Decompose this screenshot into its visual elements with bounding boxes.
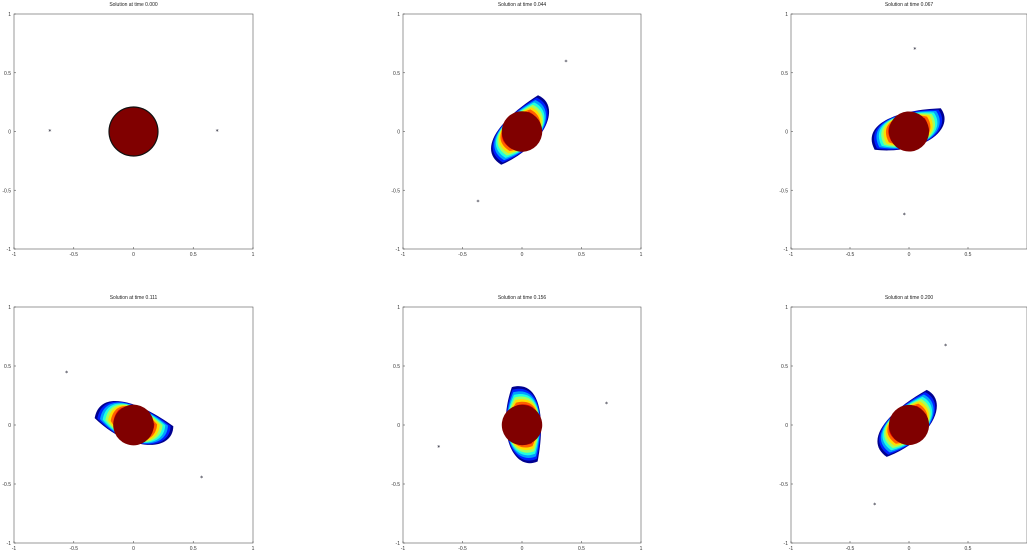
x-tick-label: -1 <box>12 546 17 552</box>
field-core <box>501 404 543 446</box>
y-tick-label: -0.5 <box>779 188 788 194</box>
x-tick-label: -0.5 <box>846 252 855 258</box>
y-tick-label: -0.5 <box>2 482 11 488</box>
subplot-1: Solution at time 0.000 * * -1 -0.5 0 0.5 1 1 0.5 0… <box>2 2 254 258</box>
y-tick-label: 0 <box>8 423 11 429</box>
y-tick-label: 0 <box>785 130 788 136</box>
x-tick-label: 1 <box>640 546 643 552</box>
x-tick-label: 1 <box>252 252 255 258</box>
vortex-marker: * <box>216 129 219 136</box>
subplot-title: Solution at time 0.000 <box>109 2 158 8</box>
subplot-title: Solution at time 0.200 <box>885 295 934 301</box>
solution-field <box>108 106 159 157</box>
x-tick-label: 1 <box>640 252 643 258</box>
subplot-5: Solution at time 0.156 * * -1 -0.5 0 0.5 1 1 0.5 0… <box>391 295 642 552</box>
subplot-4: Solution at time 0.111 * * -1 -0.5 0 0.5 1 1 0.5 0… <box>2 295 254 552</box>
subplot-3: Solution at time 0.067 * * -1 -0.5 0 0.5 1 0.5 0 -… <box>779 2 1027 258</box>
vortex-marker: * <box>913 46 916 53</box>
subplot-2: Solution at time 0.044 * * -1 -0.5 0 0.5 1 1 0.5 0… <box>391 2 642 258</box>
y-tick-label: -1 <box>784 541 789 547</box>
solution-field <box>877 389 937 457</box>
y-tick-label: 1 <box>8 305 11 311</box>
y-tick-label: -0.5 <box>391 188 400 194</box>
x-tick-label: 0.5 <box>578 252 585 258</box>
subplot-title: Solution at time 0.111 <box>110 295 158 301</box>
subplot-title: Solution at time 0.044 <box>498 2 547 8</box>
x-tick-label: 0 <box>521 252 524 258</box>
y-tick-label: -1 <box>7 247 12 253</box>
vortex-marker: * <box>944 343 947 350</box>
x-tick-label: 0.5 <box>190 252 197 258</box>
x-tick-label: -0.5 <box>458 252 467 258</box>
x-tick-label: -1 <box>12 252 17 258</box>
x-tick-label: 0 <box>132 546 135 552</box>
y-tick-label: 0.5 <box>393 364 400 370</box>
y-tick-label: -1 <box>396 247 401 253</box>
subplot-title: Solution at time 0.067 <box>885 2 934 8</box>
y-tick-label: -1 <box>784 247 789 253</box>
x-tick-label: -1 <box>401 252 406 258</box>
y-tick-label: 0 <box>785 423 788 429</box>
y-tick-label: -1 <box>396 541 401 547</box>
y-tick-label: 1 <box>8 12 11 18</box>
solution-field <box>871 108 945 152</box>
vortex-marker: * <box>65 370 68 377</box>
y-tick-label: 1 <box>785 305 788 311</box>
vortex-marker: * <box>437 444 440 451</box>
y-tick-label: 0.5 <box>4 71 11 77</box>
x-tick-label: 1 <box>252 546 255 552</box>
field-core <box>888 404 930 446</box>
y-tick-label: -0.5 <box>2 188 11 194</box>
x-tick-label: 0.5 <box>190 546 197 552</box>
y-tick-label: 1 <box>397 305 400 311</box>
vortex-marker: * <box>476 199 479 206</box>
y-tick-label: 1 <box>397 12 400 18</box>
y-tick-label: 0 <box>397 130 400 136</box>
y-tick-label: 0.5 <box>781 71 788 77</box>
y-tick-label: 0.5 <box>4 364 11 370</box>
solution-field <box>491 95 549 165</box>
y-tick-label: 0 <box>8 130 11 136</box>
solution-field <box>501 386 543 464</box>
x-tick-label: -0.5 <box>458 546 467 552</box>
x-tick-label: -0.5 <box>69 546 78 552</box>
field-core <box>501 111 543 152</box>
vortex-marker: * <box>565 59 568 66</box>
x-tick-label: -1 <box>789 252 794 258</box>
x-tick-label: 0.5 <box>578 546 585 552</box>
y-tick-label: 1 <box>785 12 788 18</box>
y-tick-label: -1 <box>7 541 12 547</box>
x-tick-label: -1 <box>789 546 794 552</box>
field-core <box>888 111 930 152</box>
vortex-marker: * <box>605 401 608 408</box>
y-tick-label: -0.5 <box>391 482 400 488</box>
solution-field <box>94 401 174 446</box>
y-tick-label: 0.5 <box>393 71 400 77</box>
x-tick-label: -1 <box>401 546 406 552</box>
field-core <box>113 404 154 446</box>
vortex-marker: * <box>873 502 876 509</box>
x-tick-label: 0.5 <box>965 546 972 552</box>
subplot-title: Solution at time 0.156 <box>498 295 547 301</box>
vortex-marker: * <box>48 129 51 136</box>
y-tick-label: 0 <box>397 423 400 429</box>
x-tick-label: 0 <box>908 546 911 552</box>
x-tick-label: 0.5 <box>965 252 972 258</box>
x-tick-label: -0.5 <box>69 252 78 258</box>
x-tick-label: 0 <box>521 546 524 552</box>
vortex-marker: * <box>200 475 203 482</box>
y-tick-label: -0.5 <box>779 482 788 488</box>
field-core <box>109 107 158 156</box>
x-tick-label: 0 <box>908 252 911 258</box>
vortex-marker: * <box>903 212 906 219</box>
subplot-6: Solution at time 0.200 * * -1 -0.5 0 0.5 1 0.5 0 -… <box>779 295 1027 552</box>
x-tick-label: -0.5 <box>846 546 855 552</box>
y-tick-label: 0.5 <box>781 364 788 370</box>
x-tick-label: 0 <box>132 252 135 258</box>
